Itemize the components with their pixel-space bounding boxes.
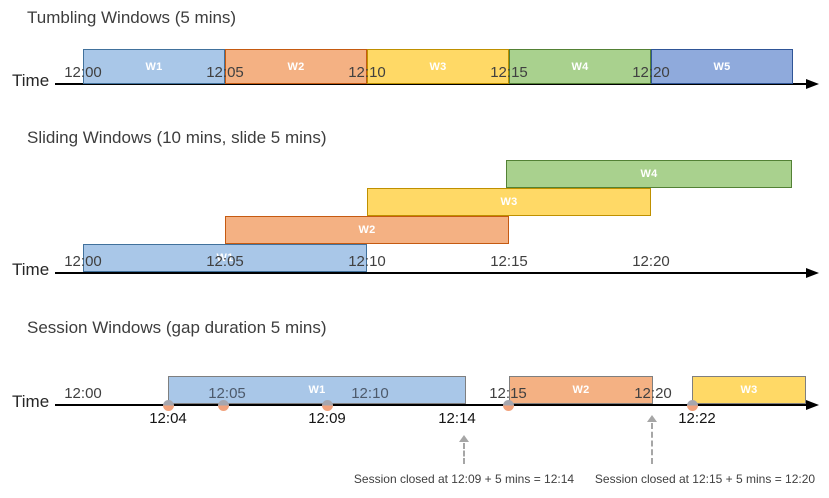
event-dot [163,400,174,411]
event-dot [322,400,333,411]
session-close-annotation: Session closed at 12:09 + 5 mins = 12:14 [353,472,575,486]
tick-label: 12:05 [206,64,244,81]
sliding-window-w1: W1 [83,244,367,272]
event-time-label: 12:14 [438,410,476,427]
event-dot [687,400,698,411]
tumbling-time-label: Time [12,71,50,90]
sliding-time-label: Time [12,260,50,279]
sliding-axis [55,272,808,274]
session-window-w2: W2 [509,376,653,404]
sliding-axis-arrow-icon [806,268,819,278]
event-dot [503,400,514,411]
session-time-label: Time [12,392,50,411]
dashed-arrow-icon [647,415,657,422]
tick-label: 12:00 [64,64,102,81]
sliding-window-w4: W4 [506,160,792,188]
tick-label: 12:00 [64,253,102,270]
tick-label: 12:05 [208,385,246,402]
tick-label: 12:20 [634,385,672,402]
session-close-annotation: Session closed at 12:15 + 5 mins = 12:20 [594,472,816,486]
window-label: W3 [500,196,518,208]
dashed-arrow-icon [459,435,469,442]
tumbling-window-w2: W2 [225,49,367,84]
window-label: W3 [740,384,758,396]
session-window-w3: W3 [692,376,806,404]
window-label: W1 [145,60,163,73]
tick-label: 12:10 [348,64,386,81]
session-axis-arrow-icon [806,400,819,410]
tumbling-window-w5: W5 [651,49,793,84]
event-time-label: 12:09 [308,410,346,427]
tick-label: 12:05 [206,253,244,270]
session-title: Session Windows (gap duration 5 mins) [27,318,327,337]
window-label: W1 [308,384,326,396]
tick-label: 12:15 [490,253,528,270]
dashed-arrow-line [651,423,653,464]
window-label: W4 [571,60,589,73]
tumbling-window-w4: W4 [509,49,651,84]
session-axis [55,404,808,406]
session-window-w1: W1 [168,376,466,404]
window-label: W2 [358,224,376,236]
tick-label: 12:20 [632,253,670,270]
tick-label: 12:10 [351,385,389,402]
tick-label: 12:20 [632,64,670,81]
tumbling-title: Tumbling Windows (5 mins) [27,8,237,27]
window-label: W2 [572,384,590,396]
window-label: W5 [713,60,731,73]
tumbling-axis [55,83,808,85]
sliding-window-w3: W3 [367,188,651,216]
sliding-window-w2: W2 [225,216,509,244]
window-label: W1 [216,252,234,264]
dashed-arrow-line [463,443,465,464]
window-label: W3 [429,60,447,73]
tick-label: 12:10 [348,253,386,270]
window-label: W2 [287,60,305,73]
tumbling-window-w1: W1 [83,49,225,84]
tick-label: 12:00 [64,385,102,402]
tick-label: 12:15 [489,385,527,402]
event-time-label: 12:04 [149,410,187,427]
tumbling-axis-arrow-icon [806,79,819,89]
tick-label: 12:15 [490,64,528,81]
event-time-label: 12:22 [678,410,716,427]
tumbling-window-w3: W3 [367,49,509,84]
sliding-title: Sliding Windows (10 mins, slide 5 mins) [27,128,327,147]
event-dot [218,400,229,411]
window-label: W4 [640,168,658,180]
